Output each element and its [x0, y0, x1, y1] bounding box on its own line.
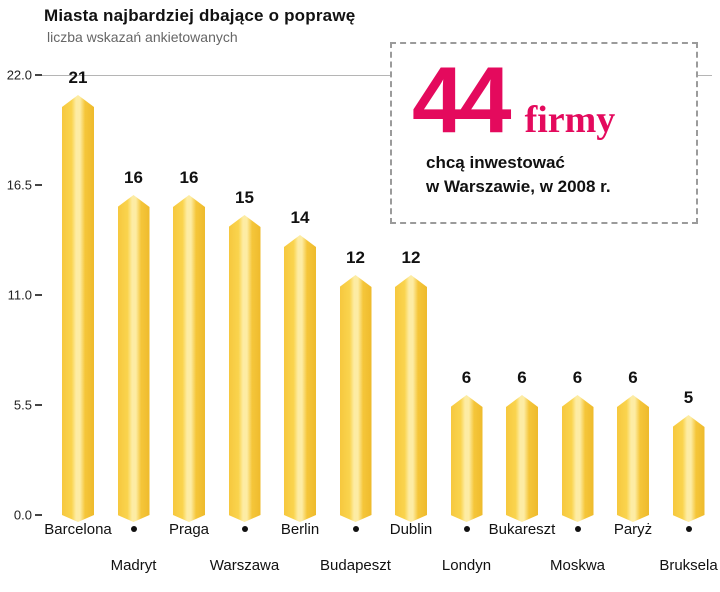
- x-label-warszawa: Warszawa: [209, 557, 280, 574]
- callout-box: 44 firmy chcą inwestować w Warszawie, w …: [390, 42, 698, 224]
- bar-value: 16: [179, 168, 199, 187]
- bar-madryt: [118, 195, 150, 522]
- bar-value: 12: [346, 248, 365, 267]
- x-label-dot: [241, 526, 248, 532]
- y-tick-mark: [35, 514, 42, 516]
- y-tick-label: 16.5: [6, 177, 32, 193]
- bar-budapeszt: [340, 275, 372, 522]
- bar-londyn: [451, 395, 483, 522]
- x-label-barcelona: Barcelona: [44, 521, 112, 538]
- plot-area: 0.0 5.5 11.0 16.5 22.0 21 Barcelona 16 Madryt 16 P…: [7, 68, 718, 575]
- bar-value: 6: [628, 368, 638, 387]
- bar-praga: [173, 195, 205, 522]
- chart-title: Miasta najbardziej dbające o poprawę: [44, 6, 356, 25]
- callout-number: 44: [412, 47, 512, 152]
- bar-value: 14: [290, 208, 310, 227]
- x-label-londyn: Londyn: [441, 557, 492, 574]
- y-tick-mark: [35, 404, 42, 406]
- chart-subtitle: liczba wskazań ankietowanych: [47, 29, 238, 45]
- x-label-moskwa: Moskwa: [549, 557, 606, 574]
- bar-value: 6: [517, 368, 527, 387]
- bar-bruksela: [673, 415, 705, 522]
- y-tick-label: 22.0: [6, 67, 32, 83]
- x-label-dot: [352, 526, 359, 532]
- y-tick-label: 11.0: [7, 287, 32, 303]
- bar-value: 21: [68, 68, 88, 87]
- y-tick-label: 5.5: [13, 397, 32, 413]
- bar-value: 5: [683, 388, 694, 407]
- y-tick-mark: [35, 74, 42, 76]
- y-tick-mark: [35, 294, 42, 296]
- bar-bukareszt: [506, 395, 538, 522]
- callout-headline: 44 firmy: [412, 47, 696, 152]
- x-label-dot: [463, 526, 470, 532]
- x-label-bruksela: Bruksela: [659, 557, 718, 574]
- y-tick-mark: [35, 184, 42, 186]
- x-label-dot: [685, 526, 692, 532]
- x-label-bukareszt: Bukareszt: [488, 521, 556, 538]
- bar-barcelona: [62, 95, 94, 522]
- bar-value: 6: [461, 368, 472, 387]
- callout-line2: w Warszawie, w 2008 r.: [426, 177, 611, 197]
- bar-moskwa: [562, 395, 594, 522]
- x-label-berlin: Berlin: [280, 521, 320, 538]
- bar-value: 15: [235, 188, 254, 207]
- x-label-budapeszt: Budapeszt: [320, 557, 391, 574]
- callout-line1: chcą inwestować: [426, 152, 565, 172]
- bar-value: 6: [572, 368, 583, 387]
- callout-unit: firmy: [524, 99, 616, 141]
- x-label-madryt: Madryt: [110, 557, 157, 574]
- bar-paryż: [617, 395, 649, 522]
- bar-berlin: [284, 235, 316, 522]
- x-label-praga: Praga: [168, 521, 210, 538]
- bar-dublin: [395, 275, 427, 522]
- bar-warszawa: [229, 215, 261, 522]
- x-label-dot: [574, 526, 581, 532]
- x-label-dublin: Dublin: [389, 521, 433, 538]
- x-label-paryż: Paryż: [613, 521, 653, 538]
- bar-value: 16: [124, 168, 143, 187]
- x-label-dot: [130, 526, 137, 532]
- bar-value: 12: [401, 248, 421, 267]
- y-tick-label: 0.0: [13, 507, 32, 523]
- gridline-top: [38, 75, 712, 76]
